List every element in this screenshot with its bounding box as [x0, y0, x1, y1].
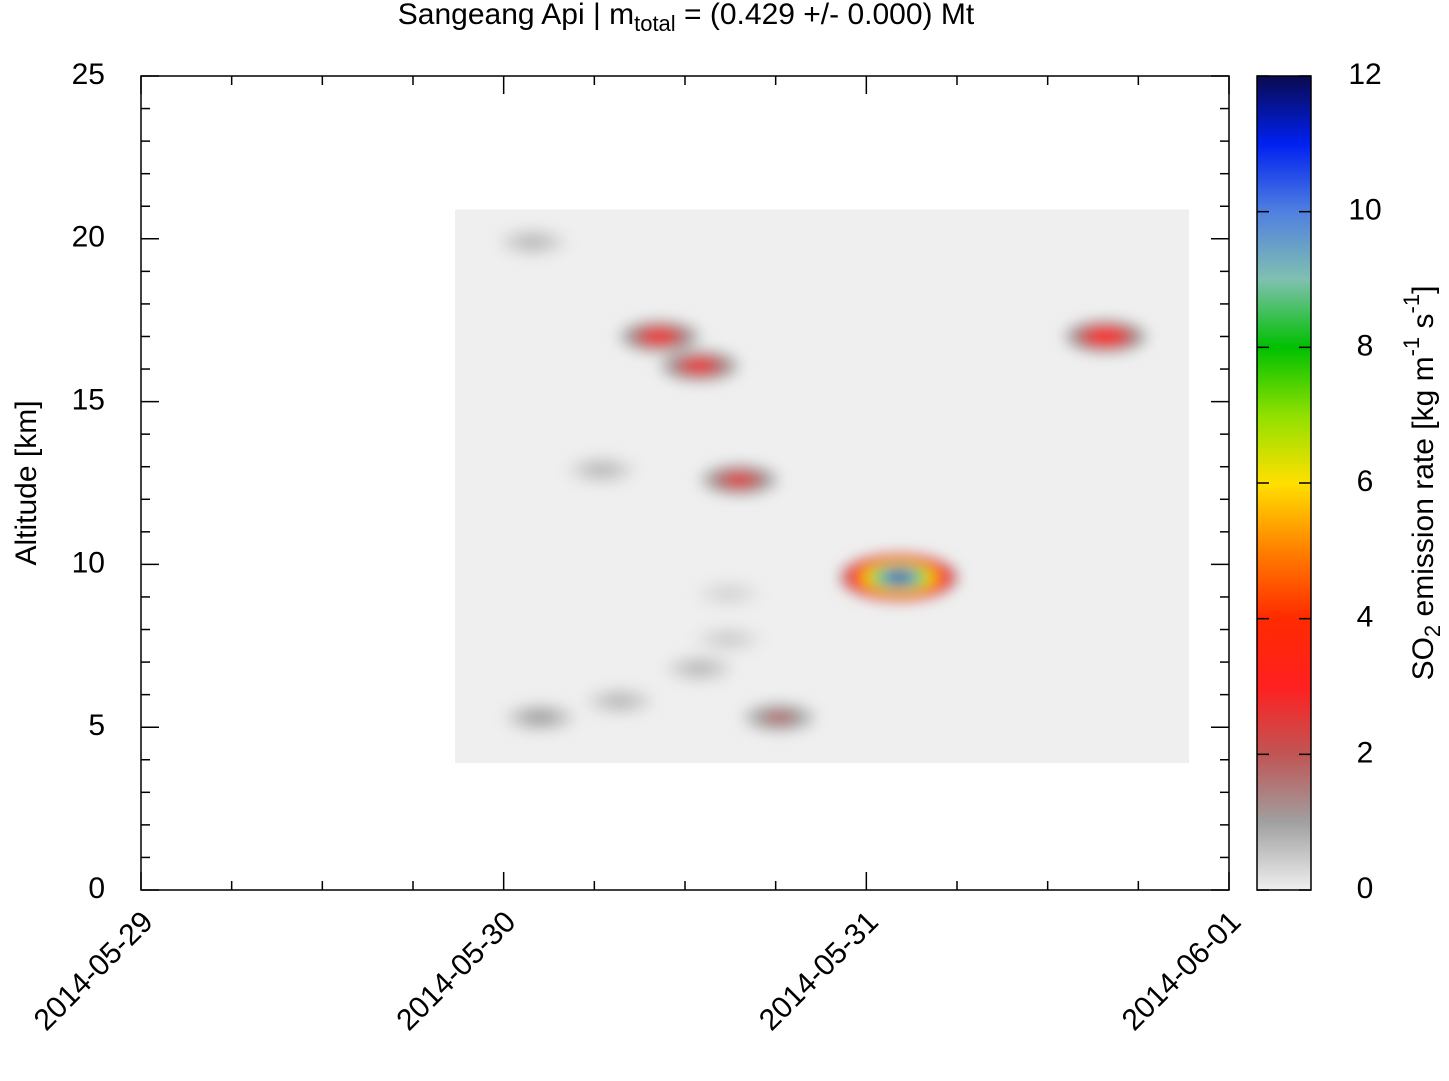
label-superscript: -1 — [1399, 337, 1424, 357]
colorbar-tick-label: 6 — [1357, 465, 1374, 498]
colorbar-label: SO2 emission rate [kg m-1 s-1] — [1399, 286, 1445, 681]
y-tick-label: 10 — [72, 546, 105, 579]
label-text: SO — [1407, 637, 1440, 680]
title-text: = (0.429 +/- 0.000) Mt — [676, 0, 975, 31]
data-extent — [455, 209, 1190, 764]
chart-title: Sangeang Api | mtotal = (0.429 +/- 0.000… — [398, 0, 975, 36]
label-subscript: 2 — [1420, 625, 1445, 637]
colorbar-tick-label: 4 — [1357, 601, 1374, 634]
x-tick-label: 2014-06-01 — [1116, 905, 1248, 1037]
y-tick-label: 15 — [72, 384, 105, 417]
colorbar-tick-label: 10 — [1348, 194, 1381, 227]
y-axis-label: Altitude [km] — [10, 400, 43, 565]
y-tick-label: 0 — [88, 872, 105, 905]
colorbar-tick-label: 12 — [1348, 58, 1381, 91]
title-subscript: total — [634, 11, 676, 36]
heatmap — [455, 209, 1190, 764]
colorbar-tick-label: 8 — [1357, 329, 1374, 362]
label-text: ] — [1407, 286, 1440, 294]
colorbar-tick-label: 0 — [1357, 872, 1374, 905]
x-tick-label: 2014-05-30 — [390, 905, 522, 1037]
x-tick-label: 2014-05-29 — [28, 905, 160, 1037]
colorbar-tick-label: 2 — [1357, 736, 1374, 769]
y-tick-label: 20 — [72, 221, 105, 254]
label-text: s — [1407, 313, 1440, 336]
y-tick-label: 5 — [88, 709, 105, 742]
x-tick-label: 2014-05-31 — [753, 905, 885, 1037]
title-text: Sangeang Api | m — [398, 0, 634, 31]
label-superscript: -1 — [1399, 294, 1424, 314]
y-tick-label: 25 — [72, 58, 105, 91]
label-text: emission rate [kg m — [1407, 356, 1440, 624]
blobs — [496, 227, 1149, 734]
